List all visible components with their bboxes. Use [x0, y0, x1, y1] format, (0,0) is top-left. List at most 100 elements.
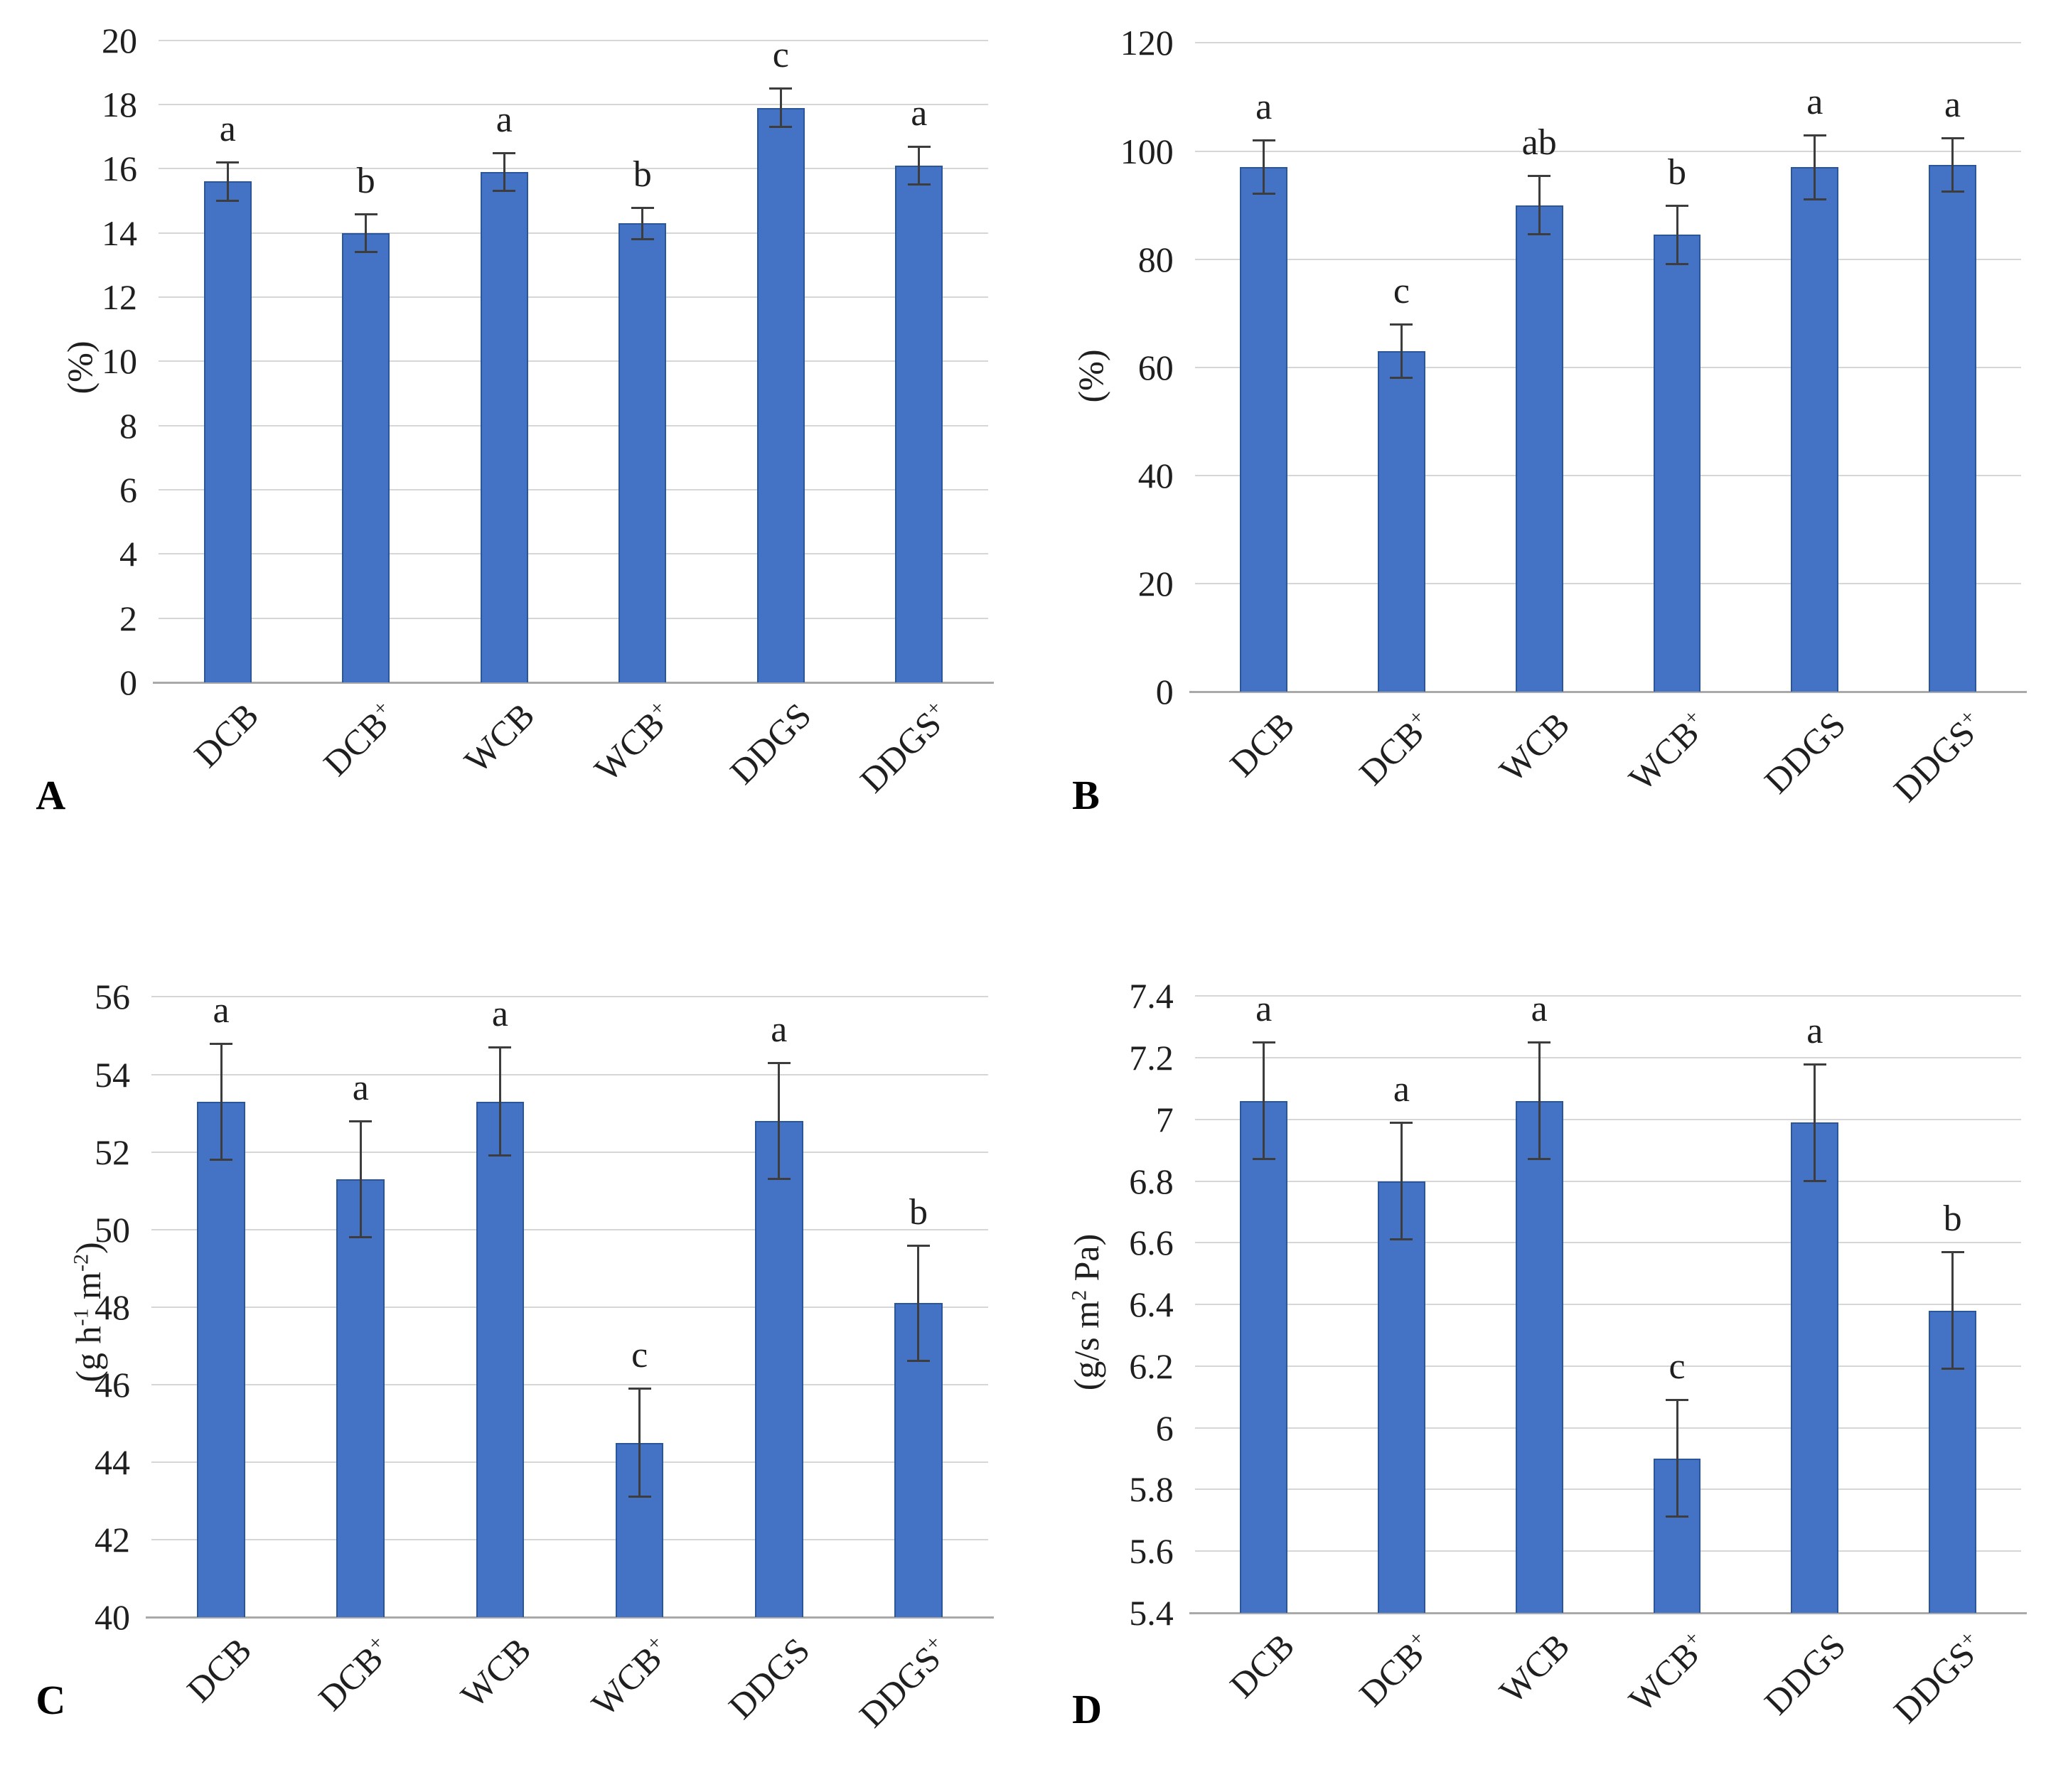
- x-category-label: DCB: [1221, 704, 1302, 784]
- error-bar: [1263, 1042, 1265, 1160]
- error-bar: [917, 1245, 920, 1362]
- bar: [480, 171, 528, 683]
- y-tick-label: 0: [119, 662, 138, 703]
- x-category-label: DCB+: [1351, 704, 1431, 793]
- gridline: [151, 1228, 989, 1230]
- gridline: [159, 489, 989, 491]
- error-bar: [1951, 137, 1954, 192]
- gridline: [159, 168, 989, 170]
- gridline: [1194, 582, 2022, 584]
- y-tick-label: 6.4: [1129, 1284, 1174, 1325]
- x-category-label: DDGS+: [1885, 704, 1983, 810]
- axis-baseline: [1189, 690, 2028, 693]
- x-category-label: WCB+: [1621, 704, 1707, 798]
- y-tick-label: 46: [94, 1364, 130, 1405]
- y-tick-label: 80: [1137, 239, 1174, 279]
- x-category-label: WCB+: [1621, 1626, 1707, 1719]
- error-bar: [1400, 323, 1403, 378]
- gridline: [1194, 1550, 2022, 1552]
- error-bar: [359, 1121, 362, 1238]
- gridline: [151, 1539, 989, 1541]
- significance-letter: b: [633, 154, 652, 195]
- gridline: [1194, 1242, 2022, 1244]
- error-bar-cap-top: [216, 161, 240, 164]
- error-bar: [1400, 1122, 1403, 1240]
- x-category-label: WCB: [456, 694, 542, 781]
- error-bar-cap-bottom: [493, 190, 516, 192]
- gridline: [1194, 995, 2022, 997]
- gridline: [159, 232, 989, 234]
- error-bar-cap-top: [1252, 139, 1275, 142]
- gridline: [1194, 150, 2022, 152]
- bar: [342, 232, 390, 683]
- y-tick-label: 8: [119, 405, 138, 446]
- y-tick-label: 56: [94, 977, 130, 1017]
- error-bar-cap-top: [1528, 174, 1551, 177]
- significance-letter: c: [1393, 270, 1410, 311]
- bar: [754, 1121, 803, 1618]
- gridline: [1194, 42, 2022, 44]
- significance-letter: b: [1668, 151, 1686, 193]
- error-bar: [226, 162, 229, 201]
- bar: [203, 181, 252, 683]
- panel-letter: C: [36, 1677, 66, 1724]
- significance-letter: a: [1255, 989, 1273, 1030]
- error-bar-cap-top: [210, 1042, 233, 1045]
- gridline: [1194, 366, 2022, 368]
- x-category-label: DCB+: [310, 1630, 390, 1719]
- error-bar-cap-top: [493, 151, 516, 154]
- gridline: [1194, 1304, 2022, 1306]
- error-bar-cap-top: [488, 1046, 512, 1049]
- significance-letter: ab: [1521, 122, 1557, 163]
- y-tick-label: 40: [94, 1597, 130, 1638]
- x-category-label: DCB+: [316, 695, 396, 784]
- significance-letter: c: [1669, 1346, 1686, 1388]
- x-category-label: WCB+: [583, 1630, 670, 1724]
- y-tick-label: 20: [1137, 563, 1174, 603]
- significance-letter: b: [356, 160, 375, 201]
- error-bar-cap-top: [1803, 1063, 1826, 1066]
- error-bar-cap-bottom: [1390, 376, 1413, 379]
- y-tick-label: 42: [94, 1520, 130, 1560]
- error-bar: [1676, 1400, 1678, 1518]
- bar: [1240, 167, 1288, 692]
- panel-letter: B: [1072, 771, 1100, 818]
- bar: [1791, 1122, 1839, 1613]
- y-tick-label: 100: [1120, 131, 1174, 171]
- y-tick-label: 54: [94, 1054, 130, 1095]
- panel-c: (g h-1 m-2) C 56 54 52 50 48 46 44 42 40 a DCB a DCB…: [0, 896, 1023, 1792]
- y-tick-label: 6: [1155, 1407, 1174, 1448]
- error-bar-cap-top: [1666, 204, 1688, 207]
- error-bar: [778, 1063, 781, 1179]
- gridline: [151, 1073, 989, 1075]
- y-tick-label: 6.2: [1129, 1346, 1174, 1386]
- error-bar-cap-top: [769, 87, 793, 90]
- panel-letter: A: [36, 771, 66, 818]
- error-bar: [1538, 1042, 1541, 1160]
- error-bar-cap-top: [907, 145, 931, 148]
- error-bar-cap-bottom: [1666, 1515, 1688, 1518]
- error-bar: [1814, 134, 1816, 200]
- significance-letter: b: [1943, 1198, 1962, 1240]
- gridline: [151, 1306, 989, 1308]
- error-bar-cap-top: [906, 1244, 930, 1247]
- bar: [197, 1101, 245, 1618]
- gridline: [151, 1151, 989, 1153]
- error-bar-cap-bottom: [216, 199, 240, 202]
- error-bar-cap-top: [1941, 1251, 1964, 1254]
- error-bar-cap-bottom: [767, 1177, 791, 1180]
- error-bar-cap-top: [628, 1388, 651, 1390]
- significance-letter: a: [1806, 1010, 1823, 1051]
- y-tick-label: 14: [102, 213, 138, 253]
- y-tick-label: 5.6: [1129, 1531, 1174, 1572]
- significance-letter: a: [911, 92, 928, 134]
- significance-letter: a: [491, 994, 508, 1035]
- error-bar-cap-bottom: [1666, 263, 1688, 266]
- y-tick-label: 50: [94, 1209, 130, 1250]
- x-category-label: DDGS: [722, 694, 819, 792]
- y-tick-label: 6: [119, 470, 138, 510]
- error-bar-cap-bottom: [354, 250, 377, 253]
- y-tick-label: 7.2: [1129, 1037, 1174, 1078]
- gridline: [1194, 258, 2022, 260]
- error-bar: [498, 1047, 501, 1157]
